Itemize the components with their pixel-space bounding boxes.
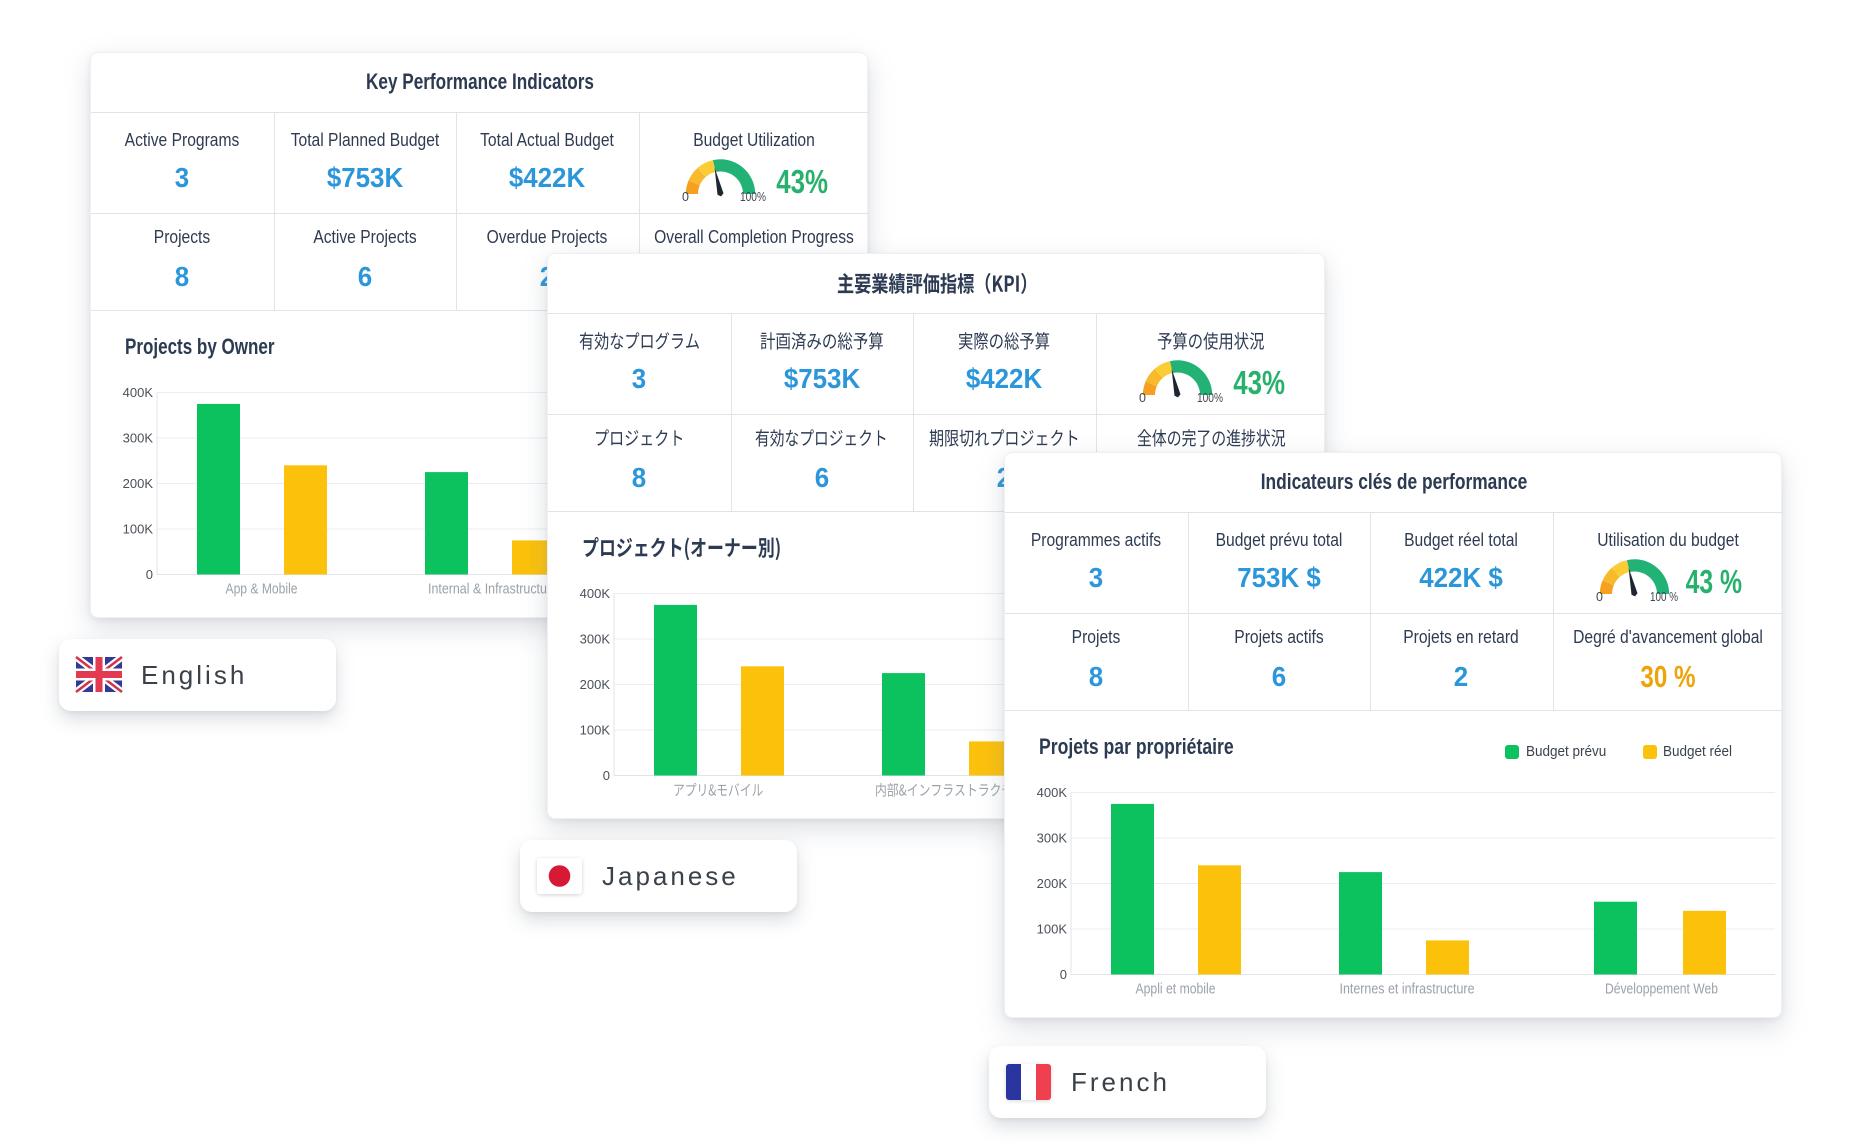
svg-text:100K: 100K — [580, 722, 611, 737]
svg-text:Internes et infrastructure: Internes et infrastructure — [1340, 981, 1475, 998]
svg-text:0: 0 — [603, 768, 610, 783]
svg-text:43%: 43% — [776, 164, 828, 201]
svg-text:100K: 100K — [1037, 921, 1068, 936]
svg-text:0: 0 — [1596, 590, 1603, 604]
svg-text:300K: 300K — [123, 430, 154, 445]
svg-text:0: 0 — [1139, 391, 1146, 405]
svg-text:300K: 300K — [580, 631, 611, 646]
svg-text:App & Mobile: App & Mobile — [226, 581, 298, 598]
svg-text:400K: 400K — [1037, 785, 1068, 800]
svg-text:Développement Web: Développement Web — [1605, 981, 1718, 998]
svg-text:0: 0 — [146, 567, 153, 582]
svg-text:200K: 200K — [123, 476, 154, 491]
svg-text:200K: 200K — [1037, 876, 1068, 891]
svg-text:Internal & Infrastructure: Internal & Infrastructure — [428, 581, 558, 598]
svg-text:Appli et mobile: Appli et mobile — [1136, 981, 1216, 998]
svg-text:100%: 100% — [740, 190, 766, 204]
svg-text:400K: 400K — [580, 586, 611, 601]
svg-text:400K: 400K — [123, 385, 154, 400]
svg-text:100K: 100K — [123, 521, 154, 536]
svg-text:0: 0 — [1060, 967, 1067, 982]
svg-text:43%: 43% — [1233, 365, 1285, 402]
svg-text:100 %: 100 % — [1650, 590, 1678, 604]
svg-text:300K: 300K — [1037, 830, 1068, 845]
svg-text:43 %: 43 % — [1686, 564, 1742, 601]
svg-text:0: 0 — [682, 190, 689, 204]
svg-text:100%: 100% — [1197, 391, 1223, 405]
svg-text:200K: 200K — [580, 677, 611, 692]
